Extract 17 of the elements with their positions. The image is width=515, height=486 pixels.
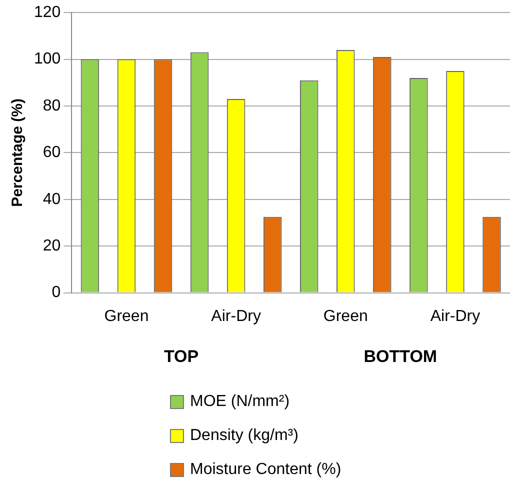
text: TOP <box>164 347 199 366</box>
y-axis-title: Percentage (%) <box>9 98 26 207</box>
x-tick-label: Green <box>104 308 149 325</box>
y-tick-label: 100 <box>34 50 61 68</box>
legend-label: Density (kg/m³) <box>190 427 298 445</box>
x-tick-label: Air-Dry <box>430 308 480 325</box>
y-tick-label: 40 <box>42 190 61 208</box>
y-tick-label: 0 <box>52 284 61 302</box>
legend-label: MOE (N/mm²) <box>190 393 290 411</box>
legend-label: Moisture Content (%) <box>190 461 342 479</box>
y-tick-label: 20 <box>42 238 61 255</box>
y-tick-label: 120 <box>34 4 61 22</box>
x-tick-label: Green <box>323 308 368 325</box>
text: BOTTOM <box>364 347 438 366</box>
y-tick-label: 80 <box>42 97 61 114</box>
x-tick-label: Air-Dry <box>211 308 261 325</box>
y-tick-label: 60 <box>42 144 61 162</box>
